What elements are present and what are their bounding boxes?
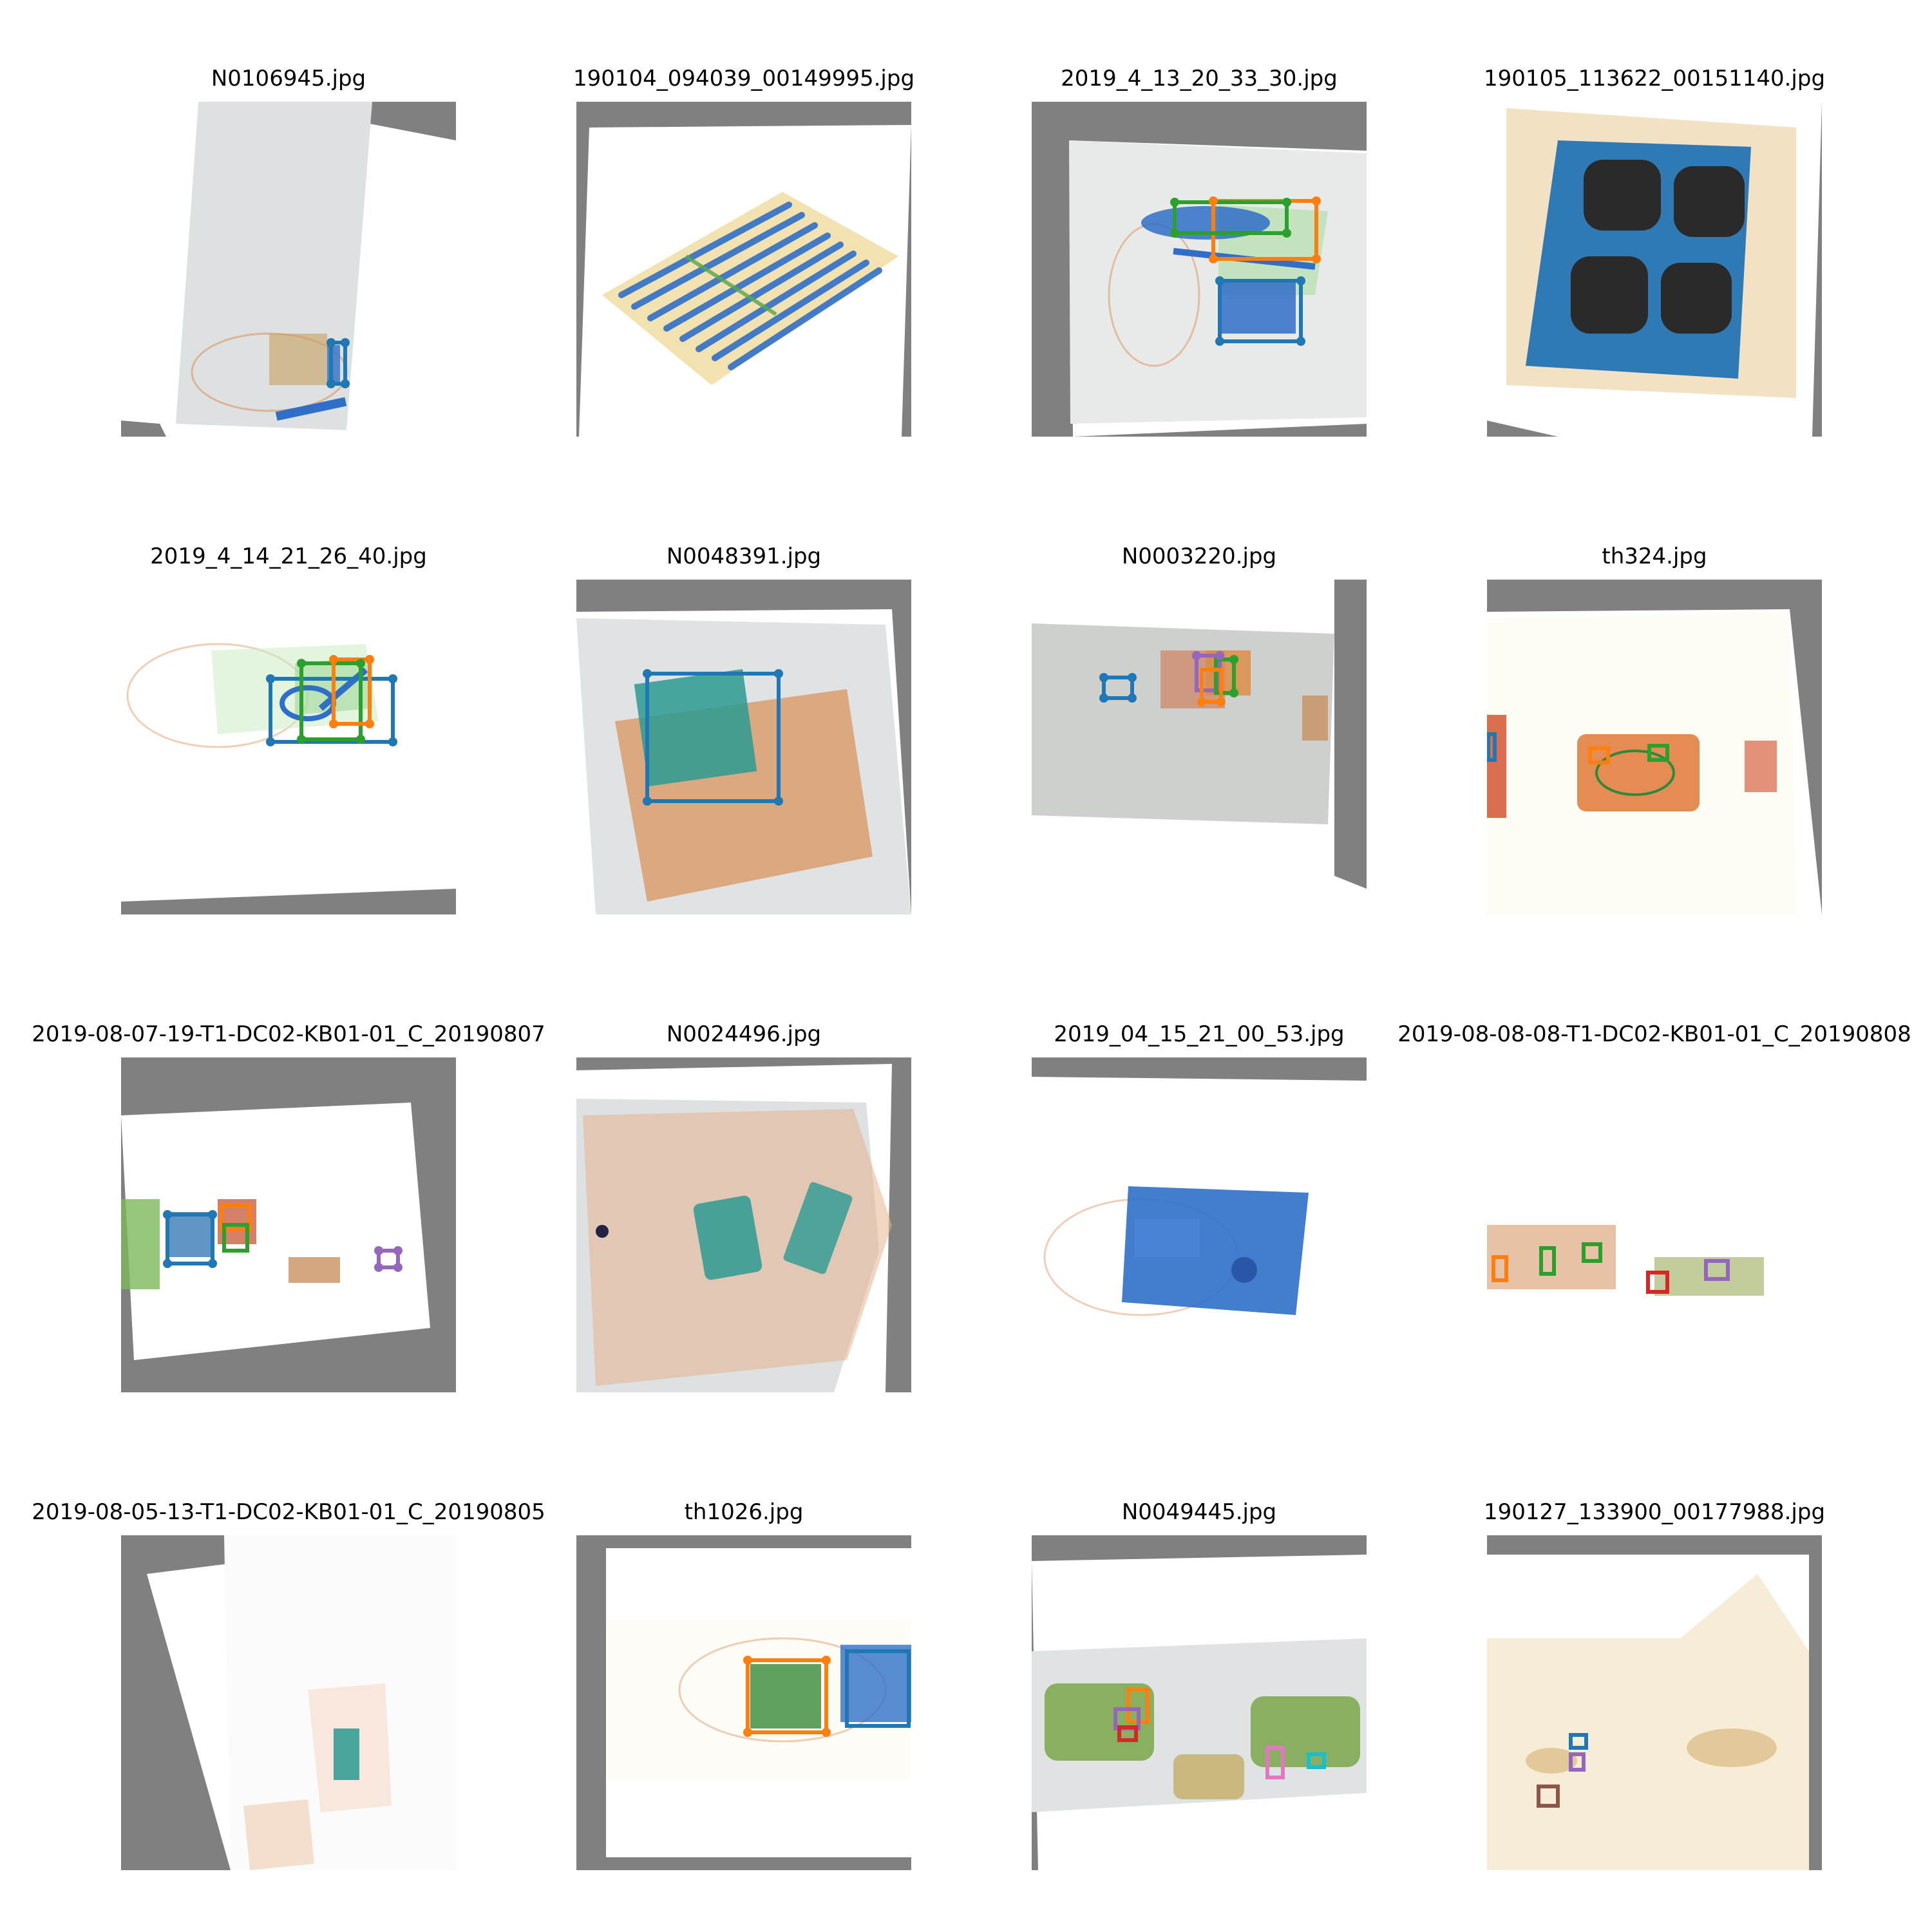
image-filename: N0049445.jpg	[1121, 1499, 1277, 1525]
image-filename: 2019-08-05-13-T1-DC02-KB01-01_C_20190805	[32, 1499, 545, 1525]
xray-image	[576, 1535, 911, 1870]
xray-image	[576, 1057, 911, 1392]
image-filename: 2019-08-08-08-T1-DC02-KB01-01_C_20190808	[1397, 1021, 1911, 1047]
xray-image	[1487, 1535, 1822, 1870]
image-filename: 2019_4_13_20_33_30.jpg	[1061, 66, 1338, 91]
image-filename: N0106945.jpg	[211, 66, 366, 91]
image-filename: N0024496.jpg	[666, 1021, 822, 1047]
xray-image	[576, 580, 911, 914]
image-filename: th1026.jpg	[684, 1499, 804, 1525]
xray-image	[1487, 102, 1822, 437]
xray-image	[121, 580, 456, 914]
image-filename: th324.jpg	[1602, 544, 1707, 569]
image-filename: N0003220.jpg	[1121, 544, 1277, 569]
image-filename: 2019_4_14_21_26_40.jpg	[150, 544, 427, 569]
xray-image	[1032, 1057, 1367, 1392]
xray-image	[1032, 1535, 1367, 1870]
xray-image	[1032, 580, 1367, 914]
xray-image	[121, 1535, 456, 1870]
xray-image	[121, 102, 456, 437]
image-filename: 190127_133900_00177988.jpg	[1483, 1499, 1826, 1525]
image-filename: 190104_094039_00149995.jpg	[573, 66, 915, 91]
xray-image	[1487, 580, 1822, 914]
xray-image	[576, 102, 911, 437]
xray-image	[1487, 1057, 1822, 1392]
image-filename: 190105_113622_00151140.jpg	[1483, 66, 1826, 91]
bounding-box	[329, 341, 347, 386]
xray-image	[1032, 102, 1367, 437]
image-filename: N0048391.jpg	[666, 544, 822, 569]
image-filename: 2019_04_15_21_00_53.jpg	[1054, 1021, 1345, 1047]
xray-image	[121, 1057, 456, 1392]
image-filename: 2019-08-07-19-T1-DC02-KB01-01_C_20190807	[32, 1021, 545, 1047]
